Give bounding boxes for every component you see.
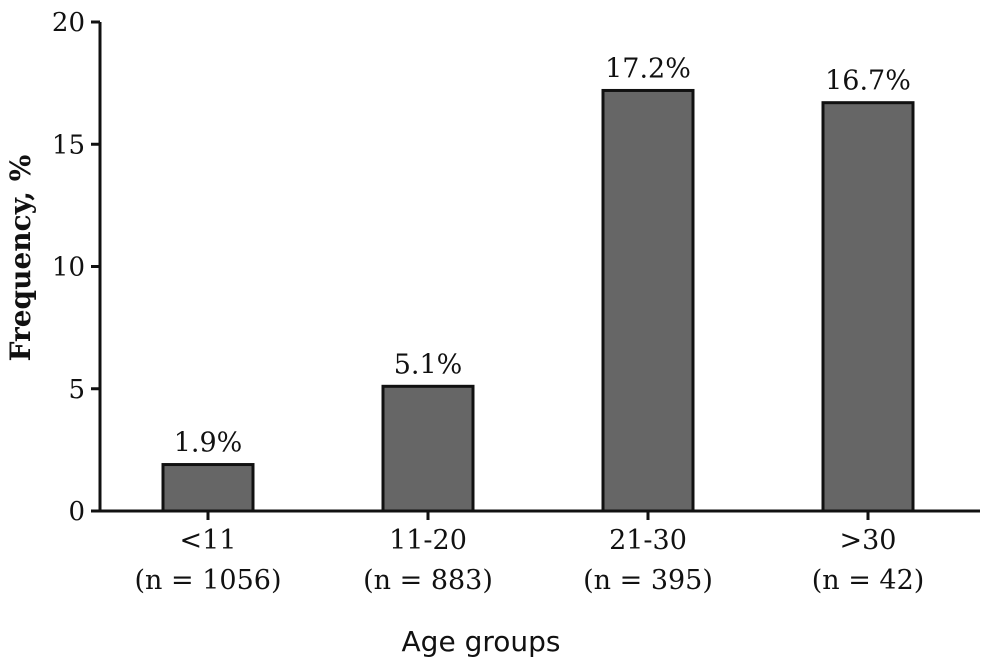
bar (161, 463, 255, 513)
x-tick-sublabel: (n = 883) (363, 565, 493, 596)
y-tick-label: 0 (68, 497, 85, 527)
bar-value-label: 17.2% (605, 53, 691, 84)
bar (601, 88, 695, 513)
x-tick-label: >30 (840, 525, 897, 556)
bar (381, 384, 475, 513)
bar-value-label: 16.7% (825, 66, 911, 97)
x-tick-sublabel: (n = 395) (583, 565, 713, 596)
bar (821, 101, 915, 513)
y-tick-label: 10 (52, 253, 85, 283)
y-tick-label: 5 (68, 375, 85, 405)
bars: 1.9% 5.1% 17.2% 16.7% (161, 53, 915, 513)
x-tick-sublabel: (n = 1056) (135, 565, 282, 596)
x-axis-label: Age groups (402, 625, 561, 658)
x-tick-sublabel: (n = 42) (812, 565, 925, 596)
x-tick-label: 21-30 (609, 525, 687, 556)
x-tick-label: 11-20 (389, 525, 467, 556)
y-axis-label: Frequency, % (4, 155, 37, 362)
x-tick-label: <11 (180, 525, 237, 556)
bar-value-label: 5.1% (394, 349, 463, 380)
bar-value-label: 1.9% (174, 428, 243, 459)
y-tick-label: 15 (52, 130, 85, 160)
y-tick-label: 20 (52, 8, 85, 38)
x-axis: <11 (n = 1056) 11-20 (n = 883) 21-30 (n = 395… (100, 509, 980, 596)
y-axis: 0 5 10 15 20 (52, 8, 102, 527)
